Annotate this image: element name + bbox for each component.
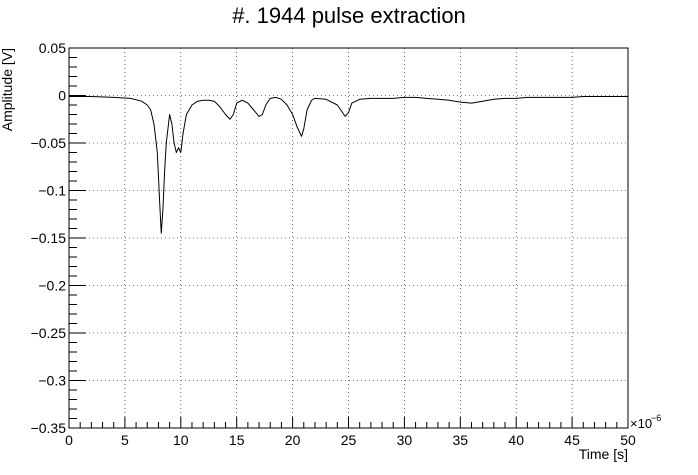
x-tick-label: 40 (508, 432, 524, 448)
x-tick-label: 45 (564, 432, 580, 448)
x-multiplier-exponent: −6 (651, 413, 661, 423)
x-tick-label: 15 (229, 432, 245, 448)
pulse-trace-line (69, 95, 628, 234)
y-tick-label: −0.3 (38, 373, 66, 389)
y-tick-label: −0.15 (31, 230, 67, 246)
x-multiplier-label: ×10 (630, 416, 652, 431)
y-tick-label: −0.35 (31, 420, 67, 436)
x-tick-labels: 0 5 10 15 20 25 30 35 40 45 50 (65, 432, 636, 448)
y-tick-label: −0.05 (31, 135, 67, 151)
x-axis-label: Time [s] (579, 446, 628, 462)
x-tick-label: 0 (65, 432, 73, 448)
x-tick-label: 20 (285, 432, 301, 448)
y-axis-label: Amplitude [V] (0, 48, 15, 131)
ticks (68, 47, 629, 429)
x-tick-label: 10 (173, 432, 189, 448)
y-tick-label: 0.05 (39, 40, 66, 56)
x-tick-label: 5 (121, 432, 129, 448)
x-tick-label: 50 (620, 432, 636, 448)
y-tick-label: −0.1 (38, 183, 66, 199)
x-tick-label: 30 (397, 432, 413, 448)
trace-layer (69, 95, 628, 234)
x-tick-label: 25 (341, 432, 357, 448)
y-tick-labels: 0.05 0 −0.05 −0.1 −0.15 −0.2 −0.25 −0.3 −0.35 (31, 40, 67, 436)
grid (69, 48, 628, 428)
chart-title: #. 1944 pulse extraction (232, 3, 466, 28)
y-tick-label: −0.2 (38, 278, 66, 294)
x-tick-label: 35 (453, 432, 469, 448)
y-tick-label: −0.25 (31, 325, 67, 341)
y-tick-label: 0 (58, 88, 66, 104)
